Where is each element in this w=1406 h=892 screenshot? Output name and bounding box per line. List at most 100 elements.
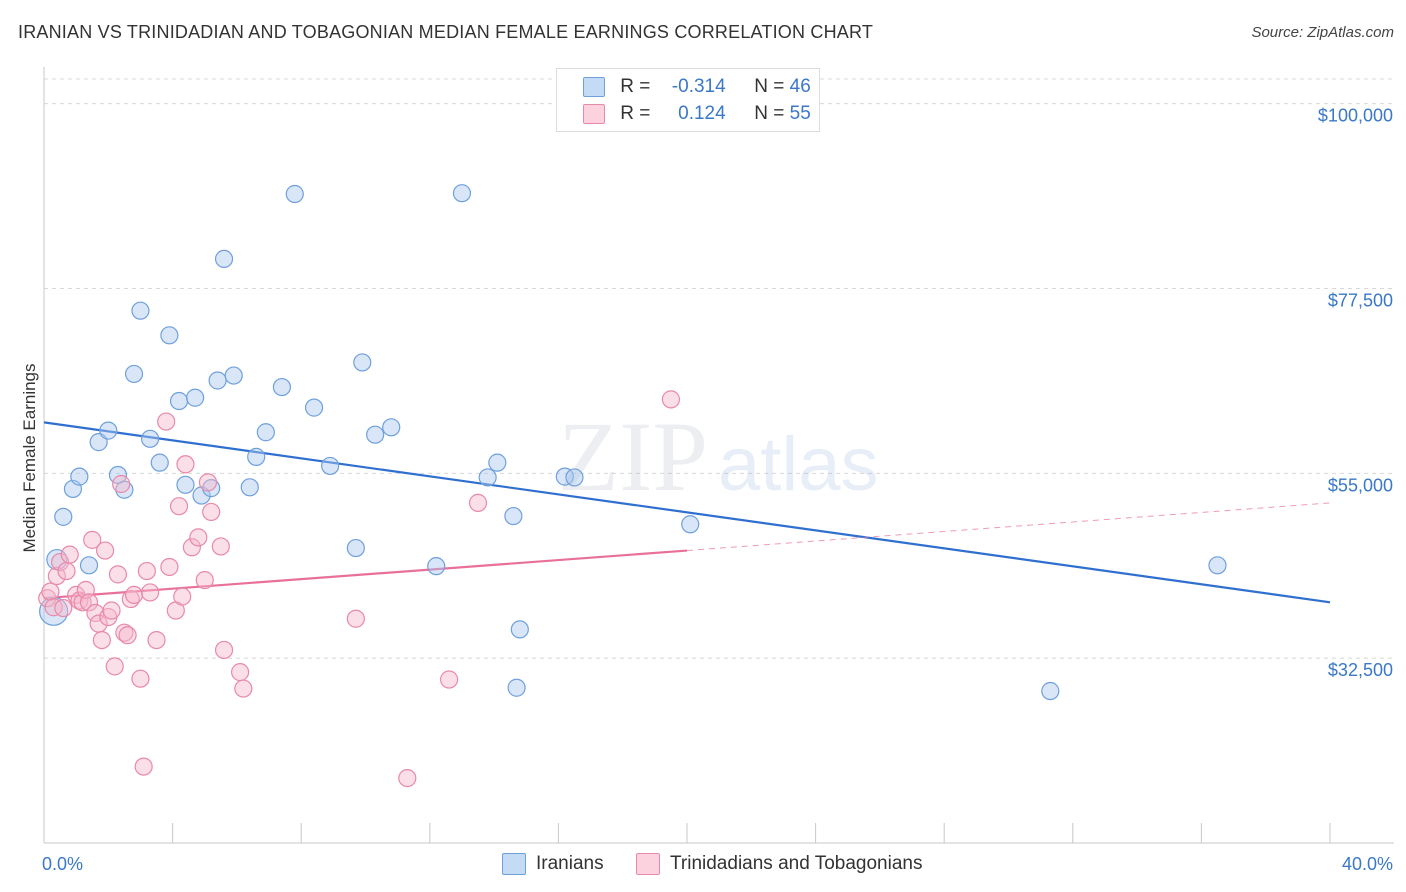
point-trinidadians	[661, 390, 681, 409]
point-trinidadians	[137, 561, 156, 581]
point-iranians	[247, 447, 266, 466]
point-iranians	[208, 371, 227, 390]
point-trinidadians	[134, 757, 153, 776]
point-iranians	[321, 456, 340, 476]
point-iranians	[79, 556, 99, 575]
point-trinidadians	[92, 630, 111, 650]
point-iranians	[272, 377, 292, 397]
point-trinidadians	[47, 566, 66, 586]
point-trinidadians	[398, 769, 417, 788]
point-trinidadians	[182, 538, 201, 557]
point-trinidadians	[173, 587, 192, 606]
point-iranians	[1208, 556, 1227, 575]
point-iranians	[160, 326, 179, 345]
point-trinidadians	[234, 679, 253, 698]
x-tick-label: 0.0%	[42, 854, 83, 874]
point-iranians	[504, 506, 523, 526]
point-iranians	[131, 301, 150, 320]
point-iranians	[140, 429, 160, 448]
legend-row-iranians: R = -0.314 N = 46	[583, 75, 811, 99]
grid-lines	[44, 78, 1394, 659]
legend-n-value: 46	[789, 76, 811, 97]
point-trinidadians	[115, 623, 134, 642]
point-trinidadians	[176, 455, 195, 474]
point-trinidadians	[105, 657, 124, 676]
point-iranians	[382, 418, 401, 437]
legend-swatch-trinidadians	[583, 103, 605, 124]
point-iranians	[99, 421, 118, 440]
point-iranians	[427, 557, 446, 576]
legend-swatch-iranians	[583, 76, 605, 97]
point-trinidadians	[108, 565, 128, 584]
axis-labels: $32,500 $55,000 $77,500 $100,000 0.0% 40.0% Me…	[20, 106, 1393, 874]
point-iranians	[70, 467, 89, 486]
point-iranians	[150, 453, 169, 472]
bottom-legend-swatch-trinidadians	[636, 852, 660, 875]
point-trinidadians	[195, 571, 214, 590]
bottom-legend-swatch-iranians	[502, 852, 526, 875]
y-tick-label: $55,000	[1328, 475, 1393, 495]
point-iranians	[186, 388, 205, 407]
point-iranians	[39, 596, 69, 626]
bottom-legend-label-trinidadians: Trinidadians and Tobagonians	[670, 853, 923, 874]
legend-n-value: 55	[789, 103, 811, 124]
point-trinidadians	[346, 609, 365, 628]
point-iranians	[285, 184, 304, 204]
trend-line-iranians	[43, 421, 1331, 604]
correlation-legend: R = -0.314 N = 46 R = 0.124 N = 55	[556, 68, 820, 132]
point-iranians	[555, 467, 574, 486]
point-iranians	[240, 478, 259, 497]
point-trinidadians	[95, 541, 115, 560]
point-iranians	[169, 391, 189, 411]
point-trinidadians	[124, 585, 144, 605]
point-trinidadians	[468, 493, 488, 512]
point-iranians	[124, 364, 144, 384]
point-trinidadians	[131, 669, 150, 688]
point-trinidadians	[102, 601, 121, 620]
point-iranians	[115, 480, 134, 499]
point-iranians	[366, 425, 385, 444]
point-trinidadians	[198, 473, 218, 492]
legend-r-label: R =	[620, 76, 651, 97]
point-iranians	[452, 184, 472, 203]
data-points	[38, 184, 1227, 788]
point-trinidadians	[60, 545, 79, 564]
axes	[43, 67, 1394, 844]
legend-n-label: N =	[754, 103, 785, 124]
watermark-zip: ZIP	[558, 401, 708, 512]
watermark-atlas: atlas	[718, 422, 879, 507]
bottom-legend-trinidadians: Trinidadians and Tobagonians	[636, 852, 922, 876]
point-trinidadians	[57, 561, 76, 581]
y-axis-title: Median Female Earnings	[20, 364, 39, 553]
source-label: Source: ZipAtlas.com	[1251, 24, 1394, 41]
point-iranians	[256, 423, 275, 442]
point-trinidadians	[214, 640, 234, 660]
point-trinidadians	[160, 557, 179, 577]
point-trinidadians	[54, 598, 73, 618]
point-trinidadians	[140, 583, 160, 602]
trend-line-trinidadians	[43, 549, 688, 600]
point-iranians	[353, 353, 372, 372]
legend-n-label: N =	[754, 76, 785, 97]
point-iranians	[681, 515, 700, 534]
point-iranians	[224, 366, 243, 385]
point-trinidadians	[44, 598, 63, 617]
y-tick-label: $32,500	[1328, 660, 1393, 680]
legend-r-value: 0.124	[678, 103, 726, 124]
point-trinidadians	[231, 663, 250, 682]
y-tick-label: $77,500	[1328, 290, 1393, 310]
point-iranians	[565, 468, 584, 487]
legend-r-label: R =	[620, 103, 651, 124]
point-iranians	[214, 249, 234, 269]
point-trinidadians	[157, 412, 176, 431]
point-trinidadians	[50, 552, 70, 572]
point-trinidadians	[169, 497, 189, 516]
point-iranians	[510, 620, 529, 639]
legend-row-trinidadians: R = 0.124 N = 55	[583, 102, 811, 126]
point-iranians	[1041, 681, 1060, 701]
chart-title: IRANIAN VS TRINIDADIAN AND TOBAGONIAN ME…	[18, 22, 874, 42]
point-trinidadians	[202, 502, 221, 522]
point-trinidadians	[211, 537, 230, 556]
x-tick-label: 40.0%	[1342, 854, 1393, 874]
bottom-legend-iranians: Iranians	[502, 852, 604, 876]
